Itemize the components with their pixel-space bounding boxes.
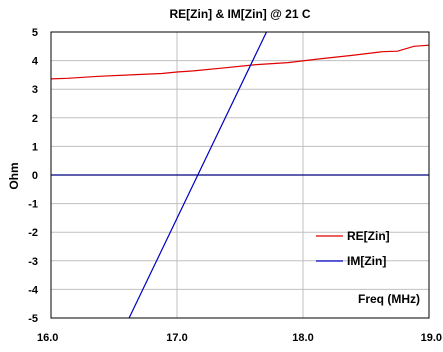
y-tick-label: -5 <box>28 313 38 325</box>
x-tick-label: 16.0 <box>37 332 58 344</box>
x-axis-label: Freq (MHz) <box>358 292 420 306</box>
legend-label-im: IM[Zin] <box>347 254 386 268</box>
y-tick-label: 0 <box>32 170 38 182</box>
y-tick-label: 5 <box>32 27 38 39</box>
y-tick-label: 2 <box>32 113 38 125</box>
y-tick-label: 4 <box>32 56 39 68</box>
plot-frame <box>50 31 430 319</box>
y-tick-label: -4 <box>28 284 39 296</box>
x-tick-label: 17.0 <box>166 332 187 344</box>
x-tick-labels: 16.0 17.0 18.0 19.0 <box>37 332 442 344</box>
y-tick-label: 3 <box>32 84 38 96</box>
x-tick-label: 19.0 <box>421 332 442 344</box>
series-lines <box>50 31 430 319</box>
y-tick-labels: 5 4 3 2 1 0 -1 -2 -3 -4 -5 <box>28 27 39 325</box>
legend-label-re: RE[Zin] <box>347 229 390 243</box>
y-tick-label: -2 <box>28 227 38 239</box>
y-axis-label: Ohm <box>7 162 21 189</box>
y-tick-label: -3 <box>28 256 38 268</box>
series-line-re-zin <box>50 44 430 80</box>
y-tick-label: 1 <box>32 141 38 153</box>
chart-title: RE[Zin] & IM[Zin] @ 21 C <box>169 7 310 21</box>
legend: RE[Zin] IM[Zin] <box>316 229 390 268</box>
y-tick-label: -1 <box>28 199 38 211</box>
x-tick-label: 18.0 <box>292 332 313 344</box>
